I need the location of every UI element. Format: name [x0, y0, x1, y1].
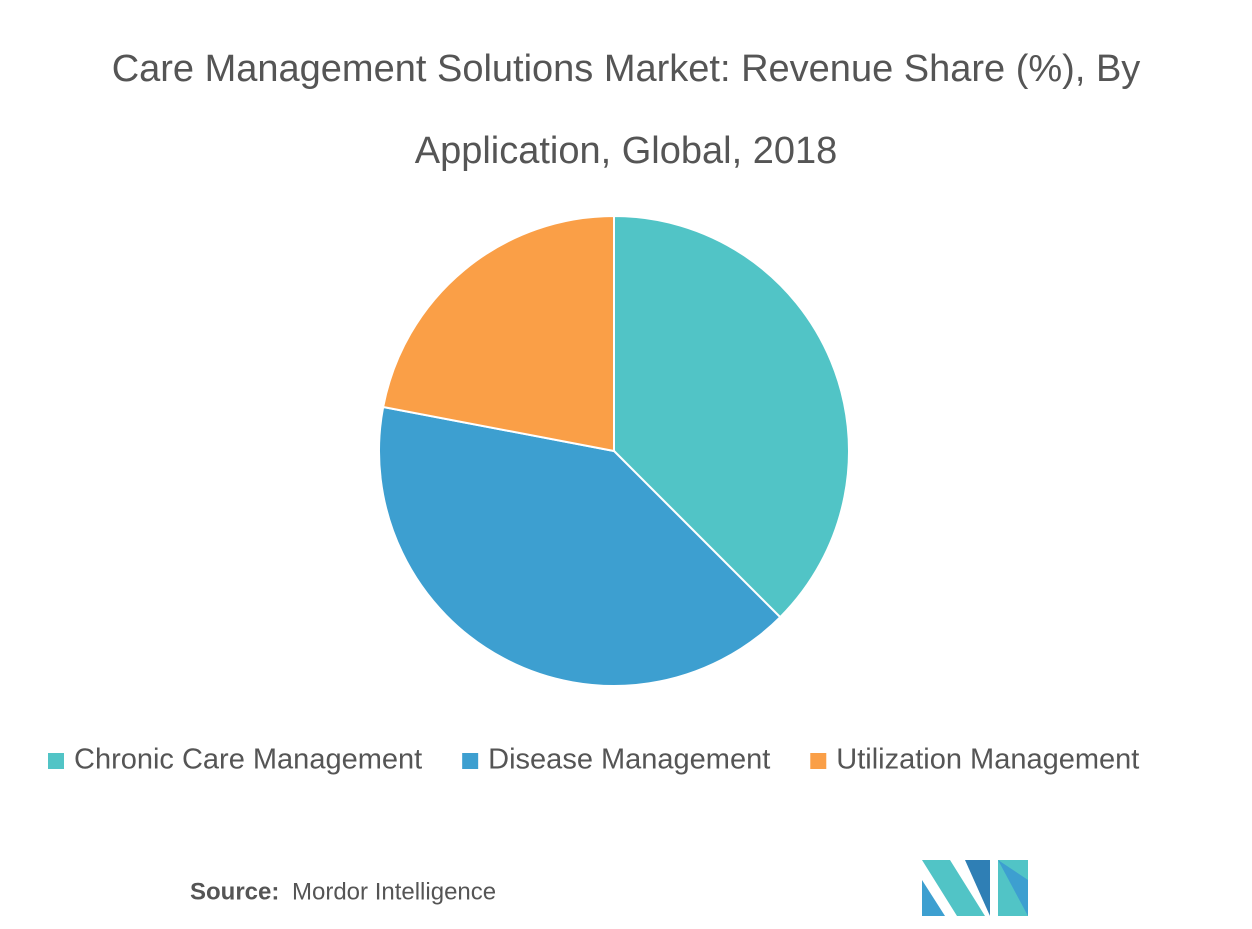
- pie-slice: [381, 214, 615, 453]
- pie-slice: [613, 214, 850, 619]
- legend-label: Utilization Management: [836, 744, 1139, 776]
- pie-slice: [378, 405, 782, 687]
- source-label: Source:: [190, 878, 279, 905]
- legend-label: Chronic Care Management: [74, 744, 422, 776]
- logo: [922, 860, 1028, 916]
- legend-swatch: [48, 753, 64, 769]
- legend-swatch: [462, 753, 479, 769]
- source: Mordor Intelligence: [292, 878, 496, 905]
- legend-swatch: [810, 753, 827, 769]
- chart-title: Care Management Solutions Market: Revenu…: [111, 48, 1141, 172]
- legend-label: Disease Management: [488, 744, 770, 776]
